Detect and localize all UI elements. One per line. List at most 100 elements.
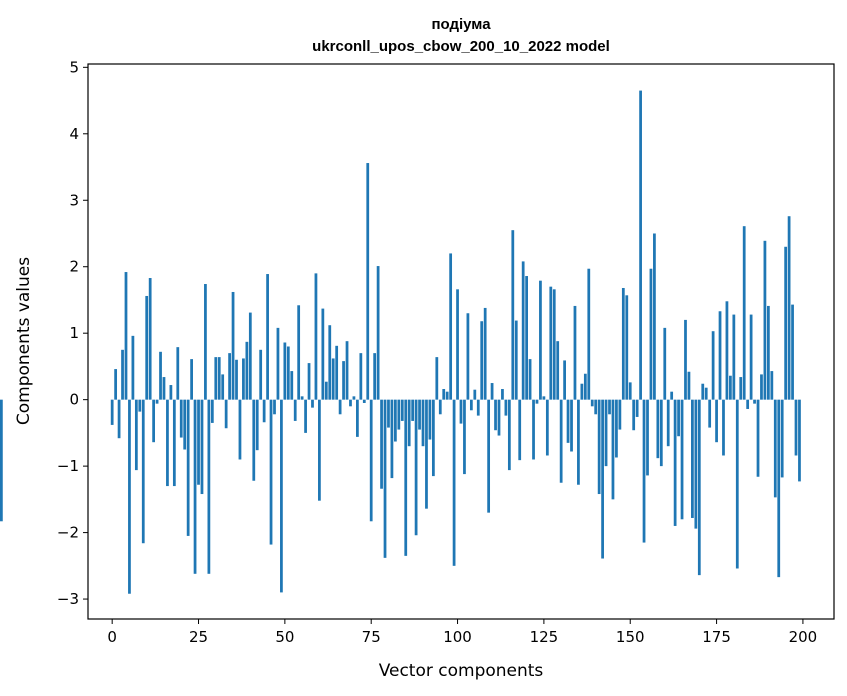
bar <box>494 399 497 431</box>
bar <box>359 353 363 400</box>
bar <box>383 399 387 558</box>
bar <box>483 307 487 400</box>
bar <box>407 399 411 447</box>
bar <box>559 399 563 483</box>
x-tick-label: 100 <box>443 628 472 646</box>
bar <box>290 371 294 400</box>
bar <box>435 357 439 400</box>
bar <box>293 399 297 421</box>
bar <box>718 311 722 400</box>
bar <box>425 399 428 509</box>
bar <box>532 399 535 460</box>
bar <box>749 314 753 400</box>
bar <box>231 291 235 400</box>
bar <box>307 363 311 400</box>
bar <box>141 399 145 544</box>
bar <box>715 399 718 443</box>
bar <box>131 335 135 400</box>
bar <box>784 246 788 400</box>
y-axis: −3 −2 −1 0 1 2 3 4 5 <box>57 58 88 608</box>
bar <box>725 301 729 400</box>
bar <box>117 399 121 439</box>
bar <box>770 371 774 400</box>
bar <box>659 399 663 467</box>
bar <box>666 399 670 447</box>
bar <box>597 399 601 495</box>
bar <box>155 399 159 404</box>
bar <box>362 399 366 403</box>
bar <box>780 399 784 478</box>
bar <box>663 327 667 400</box>
bar <box>442 389 446 400</box>
bar <box>673 399 677 526</box>
bar <box>577 399 580 485</box>
bar <box>352 396 356 400</box>
bar <box>632 399 636 431</box>
bar <box>511 230 515 400</box>
bar <box>376 266 380 400</box>
bar <box>722 399 725 456</box>
bar <box>345 341 349 400</box>
bar <box>563 360 566 400</box>
bar <box>573 305 577 400</box>
bar <box>729 375 732 400</box>
bar <box>611 399 615 500</box>
bar <box>242 358 245 400</box>
bar <box>210 399 214 423</box>
bar <box>694 399 698 529</box>
bar <box>124 272 128 400</box>
bar <box>380 399 383 489</box>
bar <box>400 399 404 421</box>
bar <box>487 399 491 513</box>
y-tick-label: 1 <box>69 324 79 342</box>
bar <box>497 399 501 436</box>
bar <box>566 399 570 443</box>
bar <box>760 374 763 400</box>
bar <box>701 383 705 400</box>
bar <box>684 319 687 400</box>
bar <box>331 358 335 400</box>
bar <box>463 399 466 475</box>
bar <box>791 304 794 400</box>
bar <box>507 399 511 471</box>
bar <box>338 399 342 415</box>
x-tick-label: 25 <box>189 628 208 646</box>
bar <box>221 374 225 400</box>
bar <box>166 399 169 487</box>
bar <box>735 399 739 569</box>
x-tick-label: 75 <box>362 628 381 646</box>
bar <box>570 399 573 452</box>
bar <box>604 399 608 467</box>
bar <box>639 90 642 400</box>
bar <box>190 359 193 400</box>
bar <box>283 342 287 400</box>
bar <box>297 305 301 400</box>
bar <box>677 399 680 437</box>
bar <box>418 399 421 430</box>
bar <box>248 312 252 400</box>
bar <box>159 351 162 400</box>
bar <box>691 399 694 518</box>
bar <box>618 399 622 430</box>
bar <box>259 349 263 400</box>
bar <box>794 399 798 456</box>
bar <box>687 371 691 400</box>
bar <box>421 399 425 447</box>
bar <box>777 399 781 578</box>
bar <box>535 399 539 404</box>
bar <box>528 359 532 400</box>
bar <box>798 399 801 482</box>
bar <box>753 399 756 404</box>
bar <box>438 399 442 415</box>
bar <box>390 399 394 479</box>
bar <box>594 399 598 415</box>
bar <box>300 396 304 400</box>
bar <box>162 377 166 400</box>
bar <box>704 387 708 400</box>
bar <box>756 399 760 477</box>
bar <box>521 261 525 400</box>
bar <box>628 382 632 400</box>
bar <box>732 314 736 400</box>
plot-frame <box>87 63 835 620</box>
bar <box>186 399 190 536</box>
